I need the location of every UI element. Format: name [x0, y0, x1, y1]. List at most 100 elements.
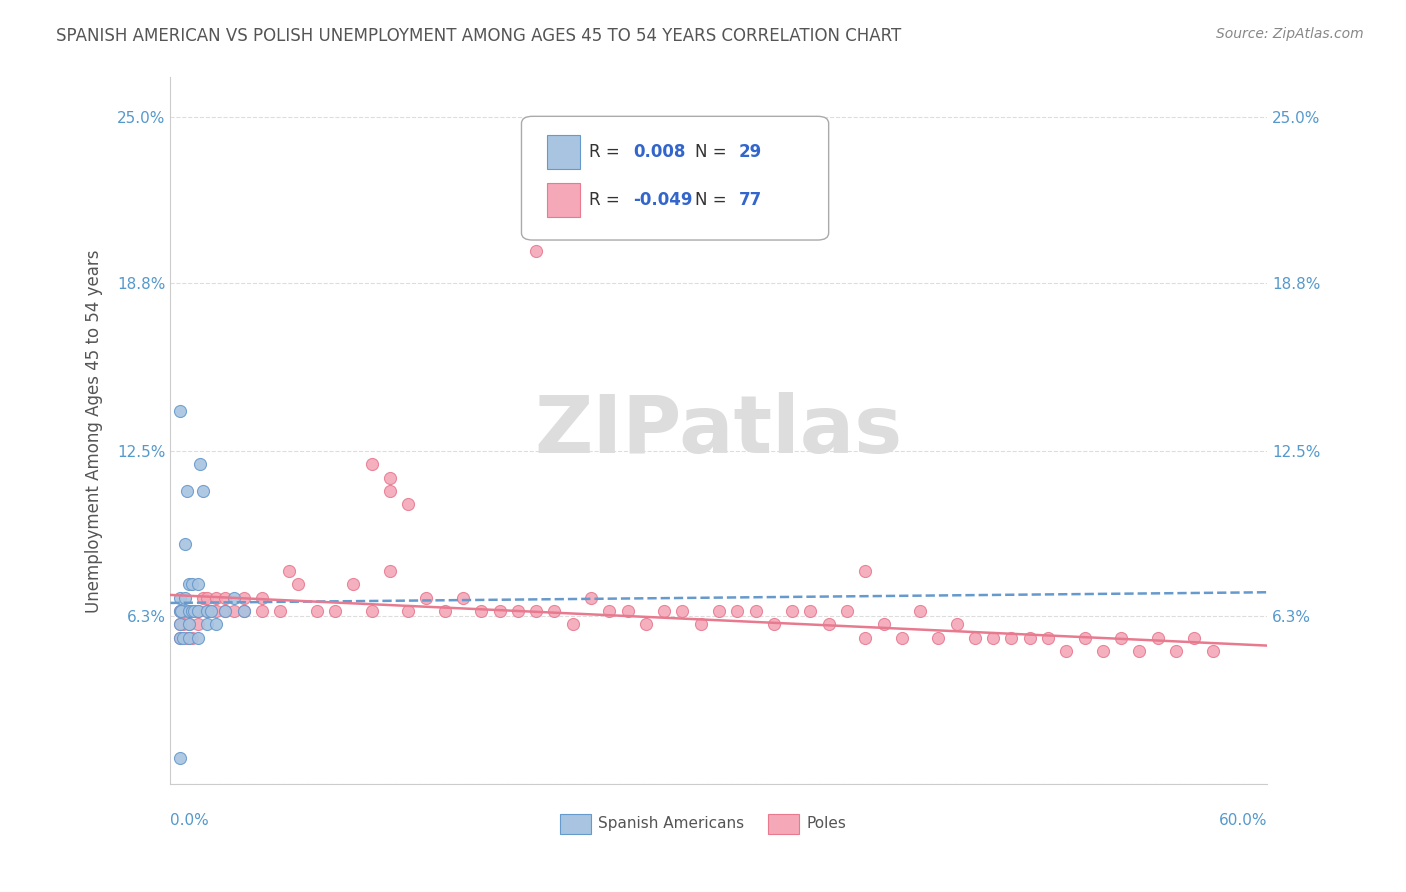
Point	[1128, 644, 1150, 658]
Point	[1146, 631, 1168, 645]
Point	[634, 617, 657, 632]
Point	[169, 617, 191, 632]
Point	[214, 604, 236, 618]
Point	[176, 483, 198, 498]
Text: -0.049: -0.049	[633, 192, 693, 210]
Point	[1018, 631, 1040, 645]
Point	[172, 617, 194, 632]
Point	[1109, 631, 1132, 645]
Point	[853, 631, 876, 645]
Point	[169, 750, 191, 764]
Point	[671, 604, 693, 618]
Point	[579, 591, 602, 605]
Point	[908, 604, 931, 618]
Point	[177, 604, 200, 618]
Point	[250, 604, 273, 618]
Point	[176, 631, 198, 645]
Text: N =: N =	[695, 144, 731, 161]
Point	[200, 604, 222, 618]
Point	[396, 604, 419, 618]
Point	[169, 404, 191, 418]
Point	[269, 604, 291, 618]
Point	[224, 591, 246, 605]
Point	[169, 604, 191, 618]
Text: Source: ZipAtlas.com: Source: ZipAtlas.com	[1216, 27, 1364, 41]
Point	[1164, 644, 1187, 658]
Point	[188, 457, 211, 471]
Point	[214, 604, 236, 618]
FancyBboxPatch shape	[547, 184, 579, 218]
Point	[187, 631, 209, 645]
Point	[744, 604, 766, 618]
Point	[543, 604, 565, 618]
Point	[193, 591, 215, 605]
Text: R =: R =	[589, 192, 626, 210]
Point	[963, 631, 986, 645]
Point	[872, 617, 894, 632]
Text: R =: R =	[589, 144, 626, 161]
Point	[200, 604, 222, 618]
Point	[174, 591, 197, 605]
Point	[195, 604, 218, 618]
Point	[177, 577, 200, 591]
Point	[232, 604, 254, 618]
Point	[177, 617, 200, 632]
Point	[181, 631, 204, 645]
Text: 60.0%: 60.0%	[1219, 813, 1267, 828]
Point	[652, 604, 675, 618]
Point	[193, 483, 215, 498]
Point	[981, 631, 1004, 645]
Point	[415, 591, 437, 605]
Point	[561, 617, 583, 632]
Point	[470, 604, 492, 618]
Point	[205, 604, 228, 618]
Point	[181, 577, 204, 591]
Point	[524, 244, 547, 258]
Point	[927, 631, 949, 645]
Point	[169, 631, 191, 645]
Text: 0.0%: 0.0%	[170, 813, 209, 828]
Point	[342, 577, 364, 591]
Point	[451, 591, 474, 605]
Point	[177, 631, 200, 645]
Point	[224, 604, 246, 618]
Point	[195, 617, 218, 632]
Text: SPANISH AMERICAN VS POLISH UNEMPLOYMENT AMONG AGES 45 TO 54 YEARS CORRELATION CH: SPANISH AMERICAN VS POLISH UNEMPLOYMENT …	[56, 27, 901, 45]
Point	[378, 483, 401, 498]
Y-axis label: Unemployment Among Ages 45 to 54 years: Unemployment Among Ages 45 to 54 years	[86, 249, 103, 613]
Point	[360, 604, 382, 618]
Point	[187, 577, 209, 591]
Point	[232, 591, 254, 605]
Point	[323, 604, 346, 618]
Point	[1091, 644, 1114, 658]
FancyBboxPatch shape	[560, 814, 591, 834]
Point	[214, 591, 236, 605]
Point	[187, 604, 209, 618]
Point	[506, 604, 529, 618]
Point	[170, 604, 193, 618]
Text: Poles: Poles	[807, 816, 846, 831]
Point	[689, 617, 711, 632]
Point	[174, 537, 197, 551]
Point	[1201, 644, 1223, 658]
Point	[177, 617, 200, 632]
Point	[1073, 631, 1095, 645]
Text: ZIPatlas: ZIPatlas	[534, 392, 903, 470]
Point	[169, 591, 191, 605]
Point	[205, 591, 228, 605]
Point	[725, 604, 748, 618]
Point	[1036, 631, 1059, 645]
Point	[187, 617, 209, 632]
Point	[169, 604, 191, 618]
Point	[360, 457, 382, 471]
Point	[598, 604, 620, 618]
Text: N =: N =	[695, 192, 731, 210]
Point	[396, 497, 419, 511]
Text: 77: 77	[738, 192, 762, 210]
Point	[762, 617, 785, 632]
Point	[524, 604, 547, 618]
FancyBboxPatch shape	[522, 116, 828, 240]
Point	[187, 604, 209, 618]
Point	[232, 604, 254, 618]
Point	[181, 604, 204, 618]
